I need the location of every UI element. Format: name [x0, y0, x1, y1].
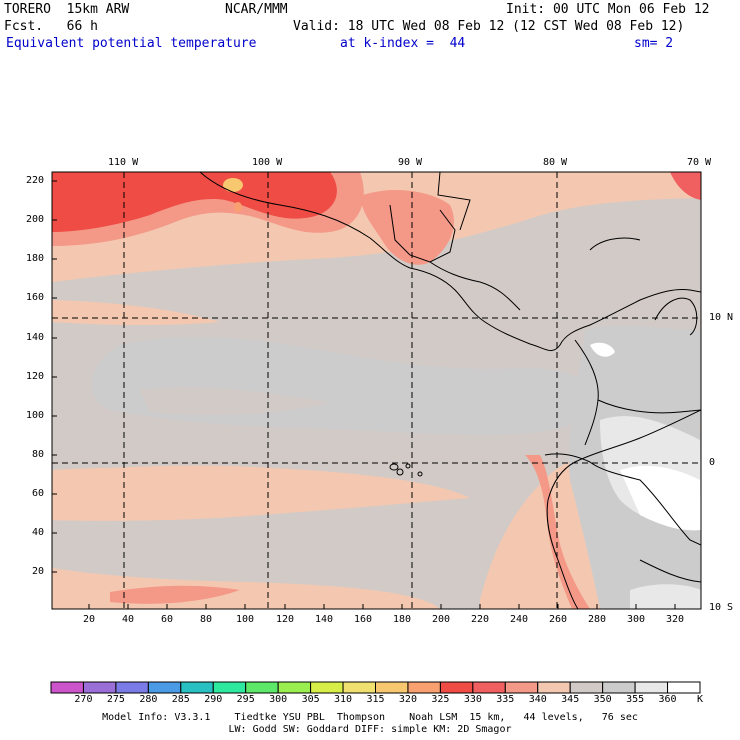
- colorbar-label: 295: [236, 694, 255, 705]
- y-tick-label: 140: [26, 332, 45, 343]
- colorbar-swatch: [180, 681, 214, 694]
- lat-label-10s: 10 S: [709, 602, 734, 613]
- y-tick-label: 60: [32, 488, 45, 499]
- y-tick-label: 160: [26, 292, 45, 303]
- field-name: Equivalent potential temperature: [6, 36, 257, 51]
- colorbar-label: 325: [431, 694, 450, 705]
- colorbar-swatch: [537, 681, 571, 694]
- colorbar-label: 320: [398, 694, 417, 705]
- colorbar-swatch: [472, 681, 506, 694]
- x-tick-label: 80: [200, 614, 213, 625]
- x-tick-label: 300: [627, 614, 646, 625]
- x-tick-label: 140: [315, 614, 334, 625]
- x-tick-label: 160: [354, 614, 373, 625]
- colorbar-swatch: [569, 681, 604, 694]
- x-tick-label: 20: [83, 614, 96, 625]
- theta-e-field: [52, 172, 701, 609]
- colorbar-label: 275: [106, 694, 125, 705]
- x-tick-label: 320: [666, 614, 685, 625]
- valid-time: Valid: 18 UTC Wed 08 Feb 12 (12 CST Wed …: [293, 19, 685, 34]
- x-tick-label: 240: [510, 614, 529, 625]
- bottom-axis-ticks: [88, 604, 676, 609]
- colorbar-label: 290: [204, 694, 223, 705]
- colorbar-label: 340: [528, 694, 547, 705]
- colorbar-swatch: [212, 681, 247, 694]
- model-info: Model Info: V3.3.1 Tiedtke YSU PBL Thomp…: [102, 712, 638, 723]
- colorbar-swatch: [407, 681, 441, 694]
- model-physics: LW: Godd SW: Goddard DIFF: simple KM: 2D…: [228, 724, 512, 735]
- y-tick-label: 80: [32, 449, 45, 460]
- colorbar-label: 360: [658, 694, 677, 705]
- map-frame: [51, 171, 702, 610]
- lon-label-80w: 80 W: [543, 157, 568, 168]
- lat-label-0: 0: [709, 457, 716, 468]
- colorbar-swatch: [602, 681, 636, 694]
- smoothing: sm= 2: [634, 36, 674, 51]
- colorbar-swatch: [50, 681, 84, 694]
- level-index: at k-index = 44: [340, 36, 466, 51]
- colorbar-unit: K: [697, 694, 704, 705]
- model-title: TORERO 15km ARW: [4, 2, 130, 17]
- colorbar-label: 280: [139, 694, 158, 705]
- colorbar-label: 300: [269, 694, 288, 705]
- colorbar-swatch: [310, 681, 344, 694]
- colorbar-swatch: [82, 681, 117, 694]
- lon-label-110w: 110 W: [108, 157, 139, 168]
- colorbar-label: 305: [301, 694, 320, 705]
- organization: NCAR/MMM: [225, 2, 288, 17]
- y-tick-label: 120: [26, 371, 45, 382]
- lon-label-90w: 90 W: [398, 157, 423, 168]
- colorbar-label: 350: [593, 694, 612, 705]
- colorbar-swatch: [504, 681, 539, 694]
- colorbar-swatch: [375, 681, 409, 694]
- x-tick-label: 100: [236, 614, 255, 625]
- colorbar-swatch: [342, 681, 376, 694]
- forecast-hour: Fcst. 66 h: [4, 19, 98, 34]
- colorbar-label: 285: [171, 694, 190, 705]
- colorbar-label: 330: [463, 694, 482, 705]
- colorbar-swatch: [439, 681, 474, 694]
- colorbar-swatch: [245, 681, 279, 694]
- colorbar-label: 270: [74, 694, 93, 705]
- colorbar-swatch: [115, 681, 149, 694]
- colorbar-swatch: [277, 681, 312, 694]
- y-tick-label: 40: [32, 527, 45, 538]
- colorbar-label: 310: [334, 694, 353, 705]
- x-tick-label: 220: [471, 614, 490, 625]
- colorbar-swatch: [667, 681, 701, 694]
- left-axis-ticks: [52, 180, 57, 573]
- init-time: Init: 00 UTC Mon 06 Feb 12: [506, 2, 710, 17]
- lon-label-100w: 100 W: [252, 157, 283, 168]
- colorbar: [50, 681, 701, 694]
- colorbar-label: 345: [561, 694, 580, 705]
- lat-label-10n: 10 N: [709, 312, 734, 323]
- y-tick-label: 100: [26, 410, 45, 421]
- graticule: [52, 172, 701, 609]
- x-tick-label: 200: [432, 614, 451, 625]
- colorbar-label: 355: [626, 694, 645, 705]
- colorbar-label: 335: [496, 694, 515, 705]
- colorbar-label: 315: [366, 694, 385, 705]
- y-tick-label: 200: [26, 214, 45, 225]
- y-tick-label: 220: [26, 175, 45, 186]
- x-tick-label: 120: [276, 614, 295, 625]
- x-tick-label: 260: [549, 614, 568, 625]
- lon-label-70w: 70 W: [687, 157, 712, 168]
- y-tick-label: 180: [26, 253, 45, 264]
- x-tick-label: 60: [161, 614, 174, 625]
- y-tick-label: 20: [32, 566, 45, 577]
- x-tick-label: 180: [393, 614, 412, 625]
- x-tick-label: 40: [122, 614, 135, 625]
- colorbar-swatch: [634, 681, 669, 694]
- galapagos-islands: [389, 463, 423, 477]
- colorbar-swatch: [147, 681, 182, 694]
- x-tick-label: 280: [588, 614, 607, 625]
